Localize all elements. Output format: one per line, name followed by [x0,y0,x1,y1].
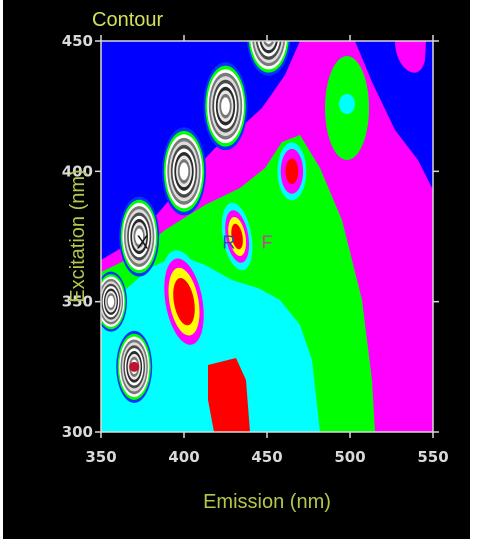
x-tick-label: 500 [334,448,365,466]
scatter-ridge-contour [263,41,275,47]
x-tick-label: 350 [85,448,116,466]
y-tick-label: 300 [62,423,93,441]
y-tick-label: 450 [62,32,93,50]
marker-label-x: X [136,233,148,253]
y-axis-label: Excitation (nm) [67,169,89,302]
chart-title: Contour [92,9,163,31]
plot-area [101,41,433,432]
y-tick-label: 350 [62,293,93,311]
contour-region-cyan [339,94,355,114]
scatter-ridge-contour [107,295,115,308]
peak-contour [173,278,195,326]
axis-layer: 350 400 450 500 550 300 350 400 450 [62,32,449,466]
contour-region-magenta [395,41,426,73]
marker-label-f: F [262,233,273,253]
peak-contour [285,158,299,185]
scatter-ridge-contour [129,361,140,372]
marker-label-r: R [222,233,235,253]
scatter-ridge-contour [221,97,230,115]
x-tick-label: 450 [251,448,282,466]
scatter-ridge-contour [135,228,144,245]
scatter-ridge-contour [179,162,189,181]
x-axis-label: Emission (nm) [203,491,331,513]
x-tick-label: 550 [417,448,448,466]
y-tick-label: 400 [62,162,93,180]
peak-contour [231,223,243,250]
x-tick-label: 400 [168,448,199,466]
contour-region-cyan [101,255,320,432]
contour-region-red [208,358,250,432]
